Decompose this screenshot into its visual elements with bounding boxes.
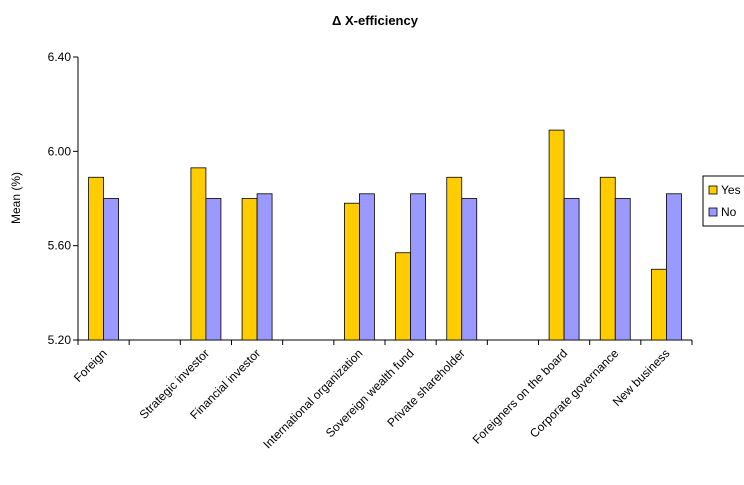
- category-label: Foreigners on the board: [470, 346, 570, 446]
- category-label: Corporate governance: [527, 346, 622, 441]
- bars: [88, 129, 682, 341]
- bar-no-2: [205, 198, 222, 341]
- bar-no-3: [256, 193, 273, 341]
- legend-label-no: No: [721, 205, 737, 219]
- y-tick-label: 6.00: [48, 144, 72, 158]
- bar-yes-5: [344, 202, 360, 341]
- bar-no-6: [410, 193, 426, 341]
- chart-title: Δ X-efficiency: [332, 13, 419, 28]
- bar-yes-6: [395, 252, 411, 341]
- bar-yes-10: [599, 176, 616, 341]
- legend-swatch-no: [708, 207, 718, 217]
- bar-no-0: [103, 198, 119, 341]
- y-axis-label: Mean (%): [9, 172, 23, 224]
- category-label: Foreign: [71, 346, 110, 385]
- bar-yes-9: [548, 129, 565, 341]
- legend-box: [702, 175, 744, 227]
- bar-no-5: [359, 193, 375, 341]
- bar-yes-11: [651, 268, 667, 341]
- legend: Yes No: [702, 175, 744, 227]
- legend-swatch-yes: [708, 185, 718, 195]
- y-tick-label: 5.20: [48, 333, 72, 347]
- legend-label-yes: Yes: [721, 183, 741, 197]
- bar-yes-2: [190, 167, 207, 341]
- bar-no-9: [563, 198, 580, 341]
- y-tick-label: 6.40: [48, 50, 72, 64]
- bar-yes-3: [241, 198, 258, 341]
- bar-yes-0: [88, 176, 104, 341]
- bar-no-7: [461, 198, 478, 341]
- bar-yes-7: [446, 176, 463, 341]
- axes: [77, 57, 693, 345]
- y-ticks: 5.20 5.60 6.00 6.40: [48, 50, 78, 347]
- category-label: International organization: [260, 346, 365, 451]
- bar-no-10: [614, 198, 631, 341]
- bar-no-11: [666, 193, 682, 341]
- category-label: Sovereign wealth fund: [323, 346, 417, 440]
- y-tick-label: 5.60: [48, 239, 72, 253]
